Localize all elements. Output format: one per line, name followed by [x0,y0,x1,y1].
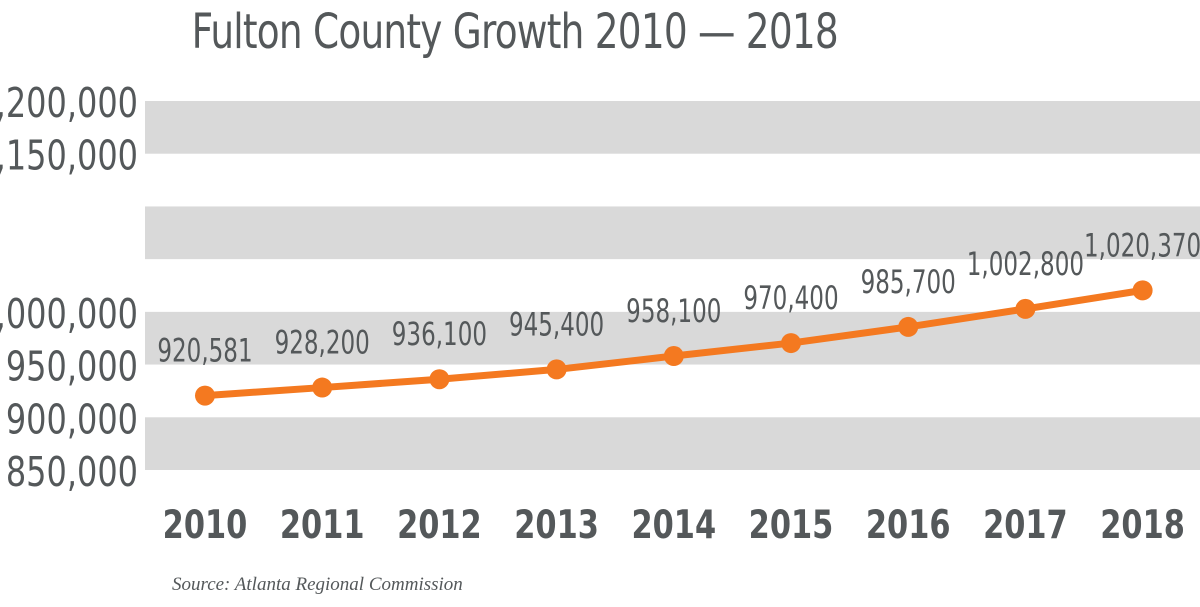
data-point [312,377,333,398]
y-tick-label: 1,200,000 [0,79,138,127]
x-tick-label: 2018 [1100,503,1185,548]
data-point [429,369,450,390]
data-label: 985,700 [861,263,956,301]
data-point [195,385,215,406]
y-tick-label: 900,000 [6,395,138,443]
chart-source: Source: Atlanta Regional Commission [172,574,463,595]
data-label: 936,100 [392,315,487,353]
y-tick-label: 950,000 [6,343,138,391]
x-tick-label: 2016 [866,503,951,548]
x-tick-label: 2010 [163,503,248,548]
x-tick-label: 2017 [983,503,1068,548]
x-tick-label: 2013 [514,503,599,548]
grid-band [145,206,1200,260]
x-tick-label: 2011 [280,503,365,548]
data-point [781,333,801,354]
data-label: 970,400 [743,279,838,317]
data-point [546,359,567,380]
data-point [1132,280,1153,301]
data-point [663,346,684,367]
chart-title: Fulton County Growth 2010 — 2018 [191,4,839,60]
grid-band [145,101,1200,154]
data-label: 1,020,370 [1084,227,1200,265]
data-point [1015,298,1036,319]
y-tick-label: 1,000,000 [0,290,138,338]
y-tick-label: 850,000 [6,448,138,496]
y-tick-label: 1,150,000 [0,132,138,180]
data-label: 945,400 [509,306,604,344]
x-tick-label: 2014 [631,503,716,548]
x-tick-label: 2015 [749,503,834,548]
data-label: 1,002,800 [967,245,1084,283]
data-label: 928,200 [275,324,370,362]
data-label: 958,100 [626,292,721,330]
grid-band [145,417,1200,470]
data-label: 920,581 [157,332,252,370]
data-point [898,316,919,337]
x-tick-label: 2012 [397,503,482,548]
